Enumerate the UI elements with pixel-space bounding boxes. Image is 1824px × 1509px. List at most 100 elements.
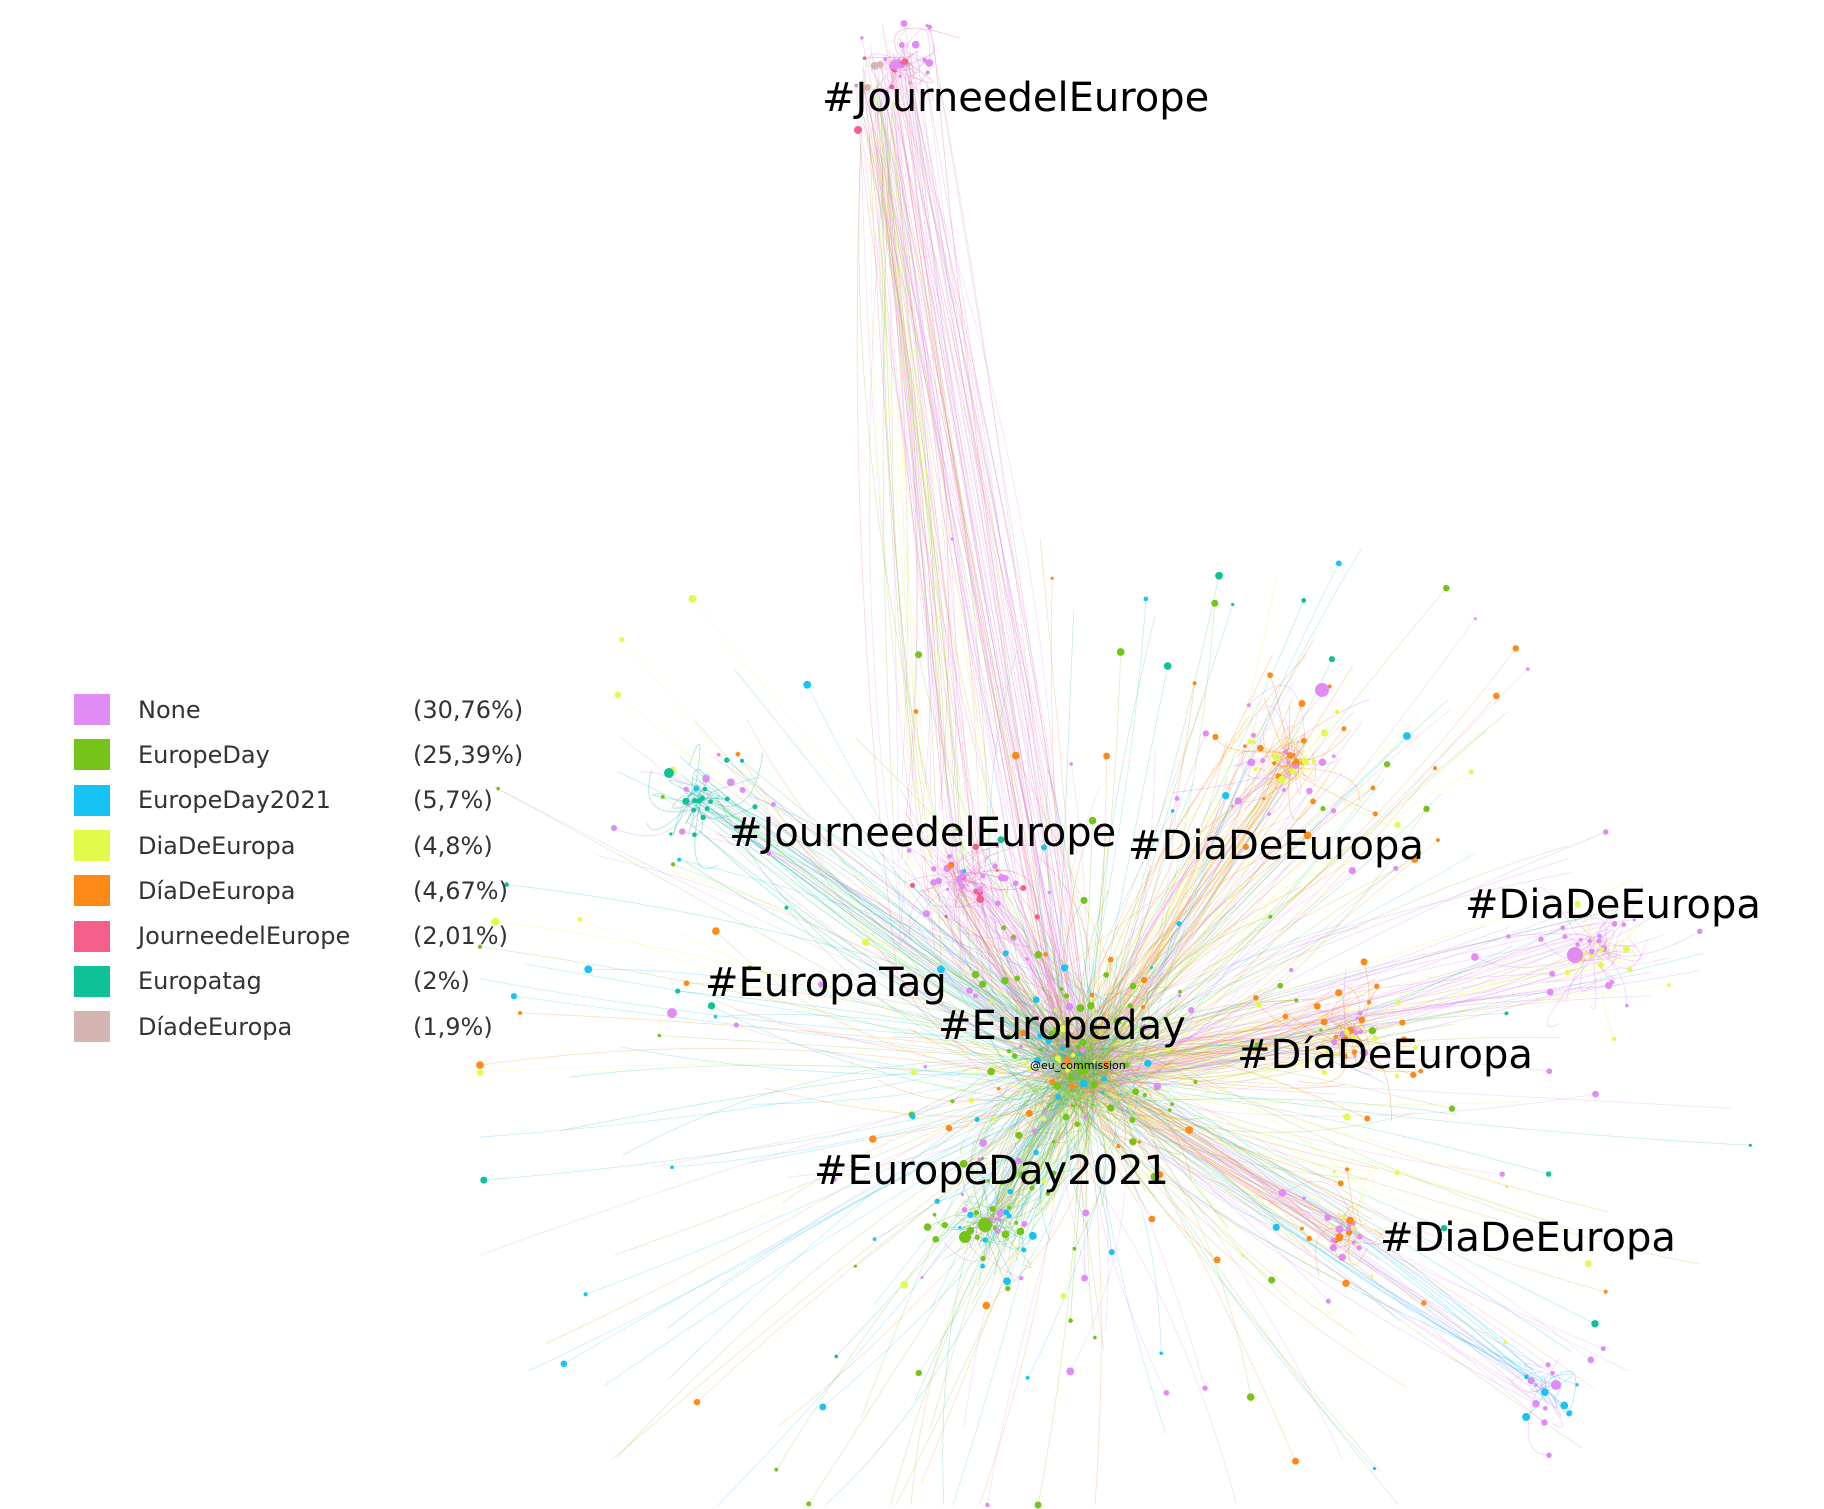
graph-edge — [970, 869, 1096, 1087]
graph-edge — [1072, 1105, 1106, 1249]
graph-edge — [866, 137, 971, 971]
graph-edge — [1029, 1050, 1058, 1069]
graph-node — [1246, 1393, 1255, 1401]
graph-edge — [694, 800, 1072, 1067]
graph-edge — [937, 895, 1078, 1066]
graph-edge — [990, 972, 1062, 1041]
graph-node — [980, 1263, 986, 1269]
graph-edge — [1052, 1071, 1629, 1372]
graph-node — [1016, 1227, 1025, 1236]
graph-edge — [1076, 1069, 1343, 1243]
graph-node — [1342, 1279, 1350, 1287]
graph-edge — [687, 798, 1080, 1054]
graph-edge — [835, 1036, 1118, 1357]
graph-edge — [1097, 1055, 1543, 1383]
graph-edge — [884, 78, 918, 950]
graph-node — [950, 1099, 955, 1104]
graph-edge — [479, 946, 1065, 1081]
graph-edge — [1543, 1373, 1573, 1394]
graph-edge — [954, 889, 981, 908]
graph-edge — [873, 94, 987, 782]
graph-node — [927, 24, 933, 30]
graph-node — [1007, 1188, 1014, 1195]
graph-edge — [622, 1058, 1073, 1156]
graph-edge — [946, 868, 1069, 1075]
graph-edge — [1022, 1064, 1062, 1140]
graph-edge — [1060, 945, 1089, 1043]
hub-node-label: @eu_commission — [1030, 1059, 1126, 1072]
graph-node — [770, 801, 776, 807]
graph-edge — [1078, 703, 1303, 1091]
graph-edge — [950, 865, 1097, 1075]
graph-edge — [1067, 872, 1572, 1037]
graph-edge — [908, 64, 1112, 1045]
graph-edge — [1074, 598, 1147, 1053]
graph-node — [1088, 816, 1097, 825]
graph-edge — [960, 878, 1087, 1072]
graph-edge — [671, 1062, 1133, 1168]
graph-node — [1230, 804, 1234, 808]
graph-edge — [1024, 1094, 1071, 1182]
graph-edge — [1073, 1080, 1136, 1093]
graph-edge — [921, 854, 956, 878]
graph-node — [784, 905, 789, 910]
graph-edge — [1066, 693, 1206, 1049]
graph-edge — [1067, 1061, 1363, 1223]
graph-node — [1143, 596, 1149, 602]
graph-edge — [506, 884, 1069, 1019]
graph-node — [1041, 1178, 1047, 1184]
graph-edge — [1077, 1029, 1322, 1055]
graph-node — [670, 862, 676, 867]
graph-edge — [497, 788, 1069, 1107]
graph-edge — [1586, 929, 1615, 955]
graph-node — [932, 1212, 937, 1217]
graph-edge — [1035, 1063, 1090, 1092]
graph-edge — [884, 106, 1008, 913]
graph-edge — [950, 880, 1096, 1094]
graph-node — [862, 938, 870, 947]
graph-edge — [1038, 1060, 1084, 1112]
graph-edge — [926, 84, 1065, 1053]
graph-node — [1584, 1260, 1592, 1268]
graph-edge — [889, 119, 968, 990]
graph-edge — [1035, 1073, 1067, 1153]
graph-edge — [1087, 1005, 1131, 1081]
graph-edge — [1092, 756, 1108, 1086]
graph-edge — [933, 882, 1075, 1069]
graph-edge — [1103, 578, 1277, 1071]
graph-node — [1014, 1220, 1019, 1225]
graph-edge — [1062, 714, 1259, 1052]
graph-edge — [1050, 1062, 1336, 1241]
graph-edge — [879, 64, 1065, 1088]
graph-node — [910, 1113, 916, 1120]
graph-edge — [1065, 925, 1487, 1084]
graph-edge — [1349, 1229, 1383, 1245]
graph-node — [966, 987, 973, 994]
graph-node — [1334, 709, 1340, 714]
graph-edge — [877, 138, 978, 712]
graph-edge — [938, 880, 956, 921]
graph-edge — [991, 1050, 1059, 1072]
graph-edge — [1095, 1077, 1351, 1205]
graph-edge — [1530, 1387, 1545, 1393]
graph-node — [1018, 1044, 1023, 1049]
graph-edge — [1071, 927, 1510, 1066]
graph-node — [915, 1369, 922, 1377]
graph-edge — [1102, 1083, 1549, 1175]
graph-edge — [687, 793, 743, 819]
graph-edge — [1074, 1075, 1351, 1221]
graph-node — [1129, 1138, 1137, 1146]
graph-edge — [890, 62, 1089, 1049]
graph-node — [1073, 1061, 1078, 1066]
graph-edge — [914, 965, 1095, 1083]
graph-edge — [1079, 997, 1352, 1084]
graph-node — [1357, 1233, 1363, 1240]
graph-edge — [479, 1064, 1092, 1083]
graph-edge — [1587, 899, 1631, 949]
graph-edge — [1067, 764, 1388, 1094]
graph-edge — [1098, 750, 1292, 1066]
graph-edge — [1110, 798, 1265, 1053]
graph-node — [854, 83, 859, 88]
graph-node — [1302, 1196, 1306, 1201]
graph-edge — [1069, 1092, 1139, 1204]
